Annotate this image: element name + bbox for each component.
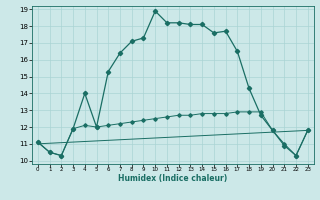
X-axis label: Humidex (Indice chaleur): Humidex (Indice chaleur) — [118, 174, 228, 183]
